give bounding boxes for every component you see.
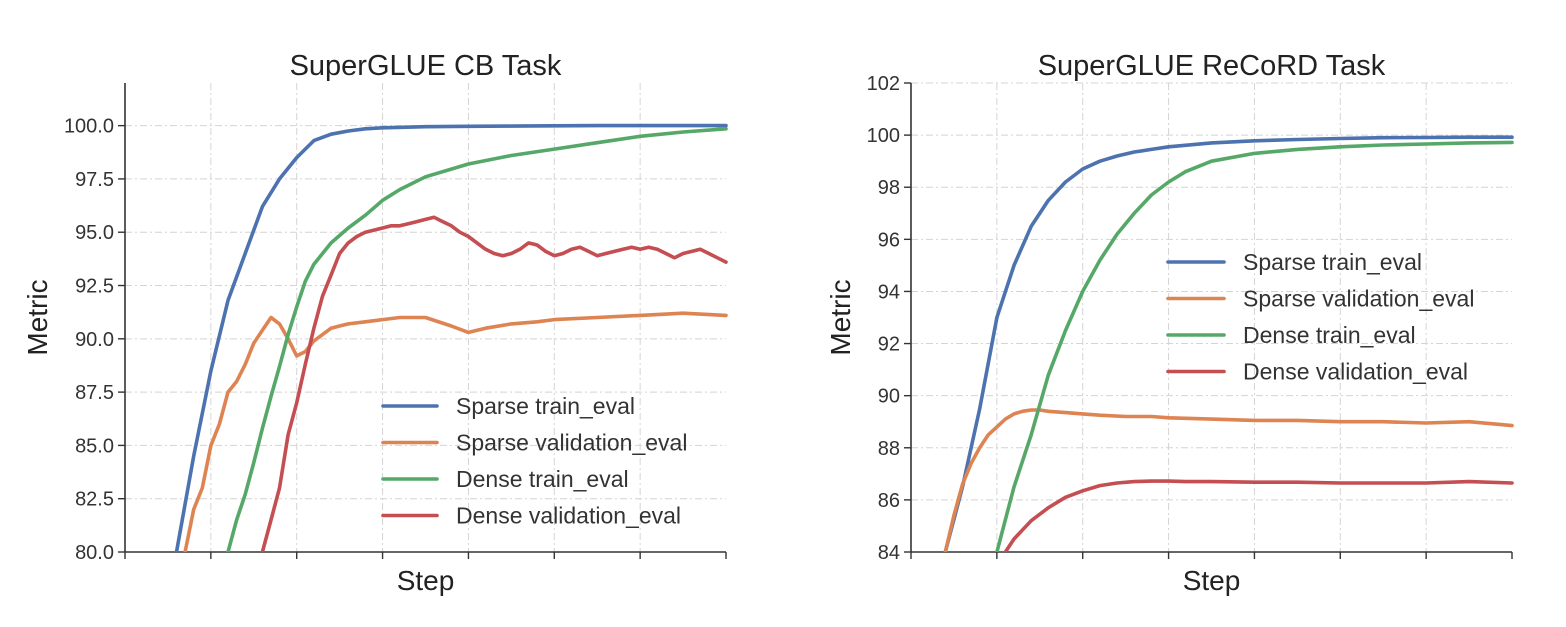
y-tick-label: 100.0: [64, 116, 114, 138]
y-tick-label: 82.5: [75, 489, 114, 511]
series-line-sparse-train-eval: [943, 135, 1514, 552]
series-line-dense-validation-eval: [1003, 479, 1514, 552]
y-tick-label: 97.5: [75, 169, 114, 191]
y-tick-label: 88: [878, 438, 900, 460]
series-line-dense-train-eval: [995, 140, 1514, 552]
x-axis-label: Step: [397, 565, 455, 596]
legend: Sparse train_eval Sparse validation_eval D…: [1166, 249, 1474, 385]
y-tick-label: 92.5: [75, 276, 114, 298]
chart-1: 80.0 82.5 85.0 87.5 90.0 92.5 95.0 97.5 100.0 Sup…: [22, 50, 728, 596]
legend-label-dense-validation-eval: Dense validation_eval: [1243, 359, 1468, 385]
y-tick-label: 85.0: [75, 435, 114, 457]
y-tick-label: 84: [878, 542, 900, 564]
y-tick-label: 102: [867, 73, 900, 95]
series-line-dense-validation-eval: [260, 215, 728, 552]
y-axis-label: Metric: [825, 279, 856, 355]
y-tick-label: 90: [878, 386, 900, 408]
legend-label-sparse-train-eval: Sparse train_eval: [456, 393, 635, 419]
plot-area: [943, 135, 1514, 552]
series-line-sparse-validation-eval: [183, 311, 728, 552]
legend-label-sparse-validation-eval: Sparse validation_eval: [1243, 286, 1474, 312]
legend: Sparse train_eval Sparse validation_eval D…: [381, 393, 687, 529]
y-tick-label: 100: [867, 125, 900, 147]
legend-label-dense-train-eval: Dense train_eval: [456, 466, 629, 492]
series-line-sparse-validation-eval: [943, 408, 1514, 552]
legend-label-sparse-validation-eval: Sparse validation_eval: [456, 430, 687, 456]
y-axis-label: Metric: [22, 279, 53, 355]
y-tick-label: 95.0: [75, 222, 114, 244]
series-line-sparse-train-eval: [174, 123, 728, 552]
plot-area: [174, 123, 728, 552]
chart-title: SuperGLUE ReCoRD Task: [1038, 50, 1386, 82]
legend-label-dense-validation-eval: Dense validation_eval: [456, 503, 681, 529]
y-tick-label: 86: [878, 490, 900, 512]
chart-2: 84 86 88 90 92 94 96 98 100 102 SuperGLUE ReCoRD T…: [825, 50, 1514, 596]
y-tick-label: 90.0: [75, 329, 114, 351]
series-line-dense-train-eval: [226, 127, 728, 552]
y-tick-label: 98: [878, 177, 900, 199]
x-axis-label: Step: [1183, 565, 1241, 596]
chart-title: SuperGLUE CB Task: [290, 50, 562, 82]
y-tick-label: 94: [878, 281, 900, 303]
y-tick-label: 96: [878, 229, 900, 251]
legend-label-dense-train-eval: Dense train_eval: [1243, 322, 1416, 348]
y-tick-label: 80.0: [75, 542, 114, 564]
y-tick-label: 87.5: [75, 382, 114, 404]
y-tick-label: 92: [878, 334, 900, 356]
legend-label-sparse-train-eval: Sparse train_eval: [1243, 249, 1422, 275]
